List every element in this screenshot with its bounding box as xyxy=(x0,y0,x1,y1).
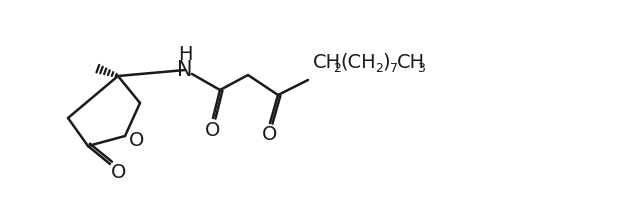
Text: O: O xyxy=(129,131,145,150)
Text: N: N xyxy=(177,60,193,80)
Text: 2: 2 xyxy=(375,62,383,75)
Text: 7: 7 xyxy=(390,62,398,75)
Text: 2: 2 xyxy=(333,62,341,75)
Text: H: H xyxy=(178,46,192,65)
Text: (CH: (CH xyxy=(340,53,376,72)
Text: 3: 3 xyxy=(417,62,425,75)
Text: ): ) xyxy=(382,53,390,72)
Text: O: O xyxy=(111,162,127,182)
Text: CH: CH xyxy=(397,53,425,72)
Text: CH: CH xyxy=(313,53,341,72)
Text: O: O xyxy=(262,126,278,145)
Text: O: O xyxy=(205,121,221,140)
